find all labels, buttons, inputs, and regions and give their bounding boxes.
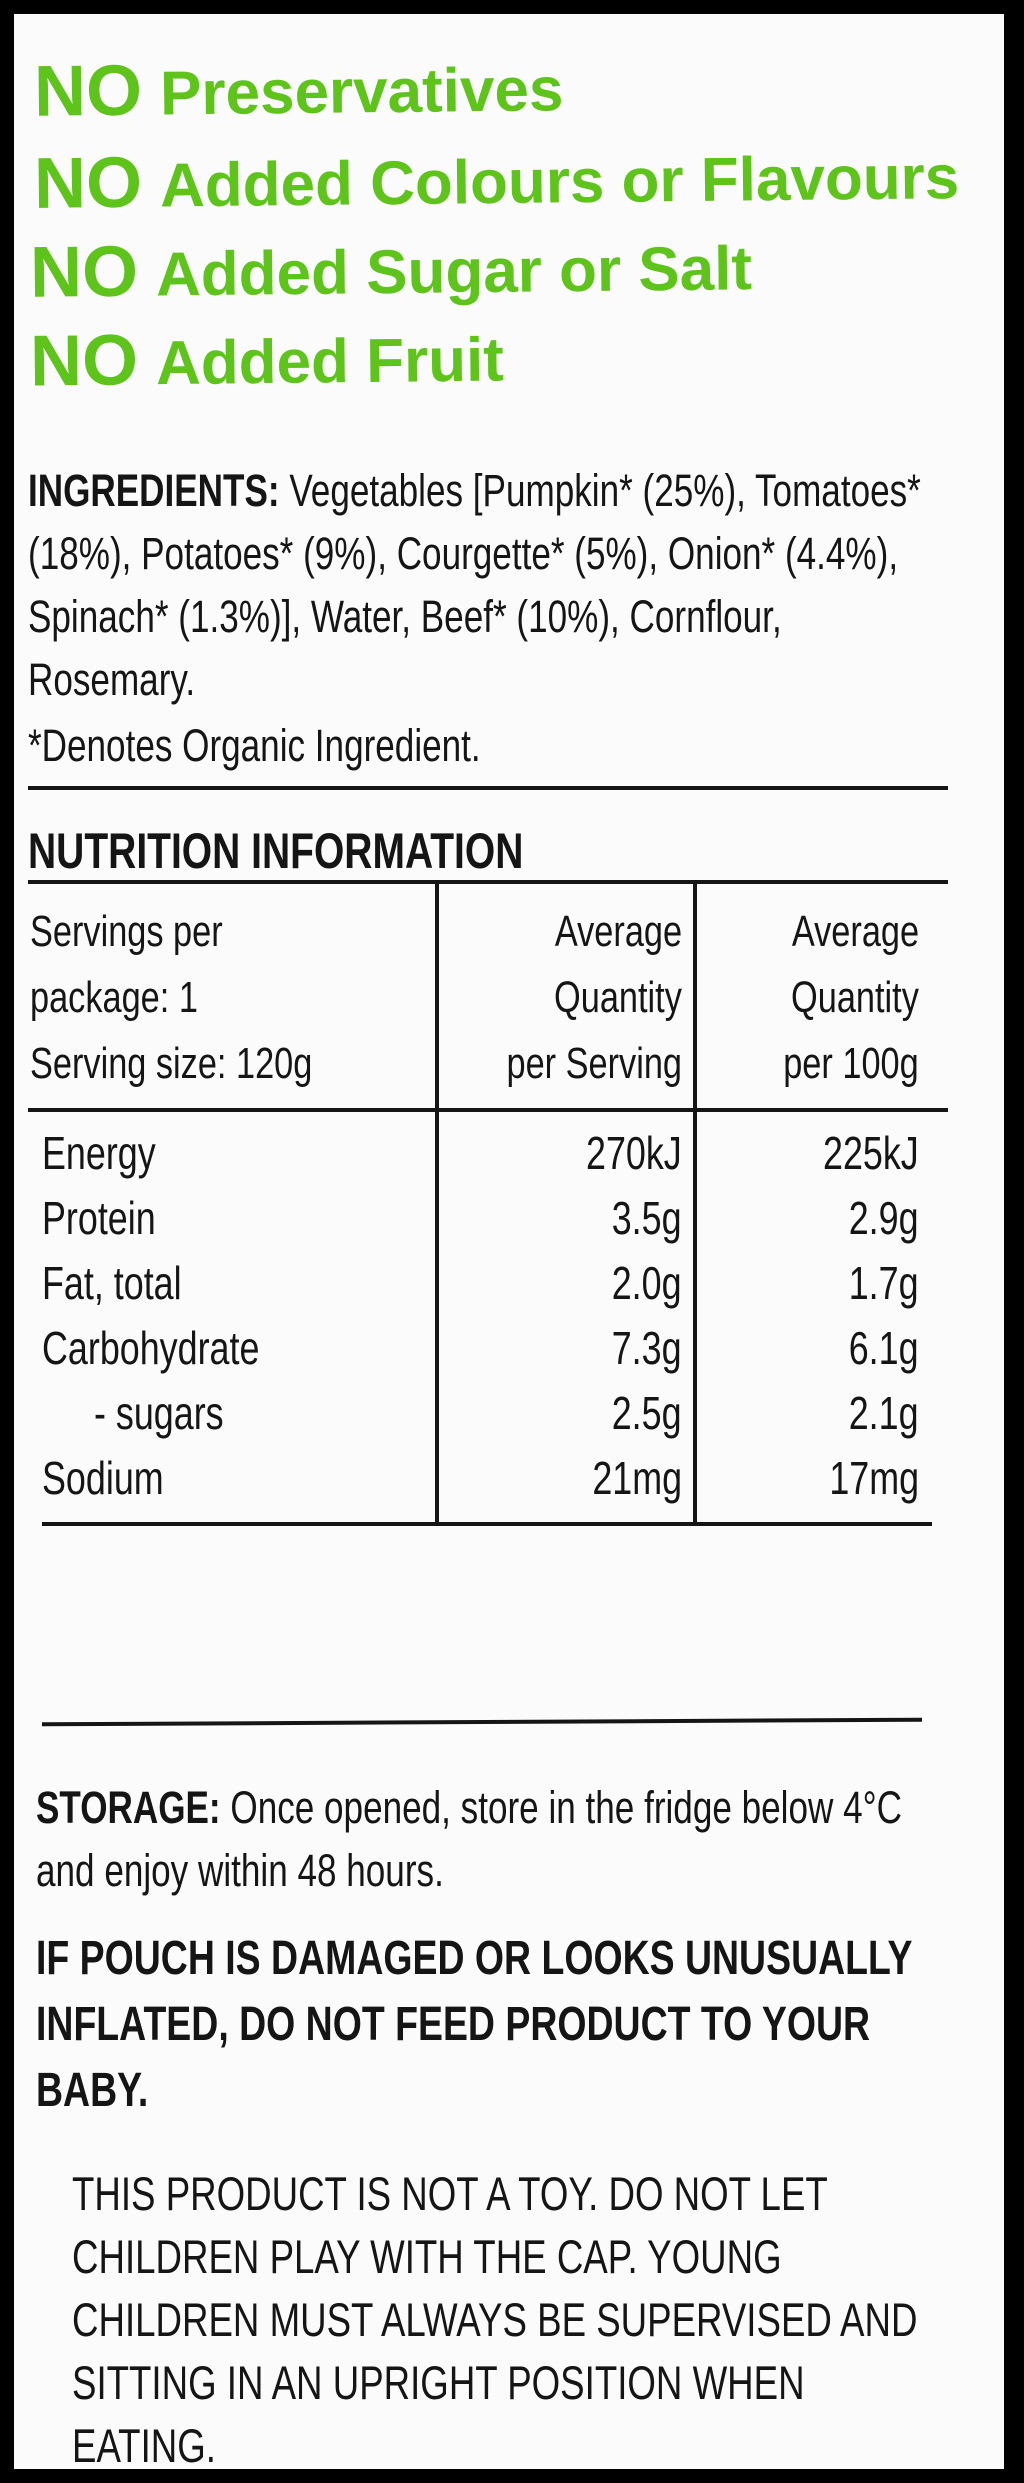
per-100g: 17mg: [829, 1452, 919, 1504]
per-100g: 225kJ: [823, 1127, 919, 1179]
per-100g: 1.7g: [849, 1257, 919, 1309]
ingredients: INGREDIENTS: Vegetables [Pumpkin* (25%),…: [28, 459, 948, 711]
nutrient-name: Carbohydrate: [42, 1322, 260, 1374]
per-100g: 2.9g: [849, 1192, 919, 1244]
nutrient-name: Sodium: [42, 1452, 164, 1504]
per-serving: 270kJ: [586, 1127, 682, 1179]
ingredients-label: INGREDIENTS:: [28, 465, 280, 516]
claim: NO Added Fruit: [30, 316, 505, 403]
claim: NO Added Colours or Flavours: [34, 133, 960, 225]
nutrient-name: Energy: [42, 1127, 156, 1179]
rule: [28, 880, 948, 884]
claim-text: Preservatives: [159, 55, 564, 129]
rule: [41, 1717, 923, 1727]
claim-no: NO: [29, 320, 139, 402]
rule: [28, 786, 948, 790]
claim-text: Added Colours or Flavours: [159, 143, 960, 221]
rule: [28, 1108, 948, 1112]
header-cell: Servings per: [30, 907, 223, 956]
per-100g: 2.1g: [849, 1387, 919, 1439]
claim: NO Preservatives: [34, 45, 564, 133]
header-cell: Average: [554, 907, 682, 956]
nutrient-name: - sugars: [94, 1387, 224, 1439]
per-serving: 21mg: [592, 1452, 682, 1504]
claim-no: NO: [33, 142, 143, 224]
claim-no: NO: [33, 50, 143, 132]
toy-warning: THIS PRODUCT IS NOT A TOY. DO NOT LET CH…: [72, 2167, 918, 2469]
nutrition-title: NUTRITION INFORMATION: [28, 823, 524, 879]
rule: [435, 882, 439, 1524]
per-100g: 6.1g: [849, 1322, 919, 1374]
claim: NO Added Sugar or Salt: [30, 224, 753, 314]
storage-text: Once opened, store in the fridge below 4…: [36, 1782, 902, 1896]
header-cell: Quantity: [554, 973, 682, 1022]
header-cell: package: 1: [30, 973, 198, 1022]
rule: [693, 882, 697, 1524]
rule: [42, 1522, 932, 1526]
header-cell: Quantity: [791, 973, 919, 1022]
claim-text: Added Fruit: [155, 325, 505, 399]
per-serving: 3.5g: [612, 1192, 682, 1244]
header-cell: Serving size: 120g: [30, 1039, 313, 1088]
ingredients-text: Vegetables [Pumpkin* (25%), Tomatoes* (1…: [28, 465, 921, 705]
ingredients-note: *Denotes Organic Ingredient.: [28, 720, 481, 771]
header-cell: Average: [791, 907, 919, 956]
header-cell: per Serving: [506, 1039, 682, 1088]
claim-no: NO: [29, 231, 139, 313]
damage-warning: IF POUCH IS DAMAGED OR LOOKS UNUSUALLY I…: [36, 1932, 912, 2117]
storage-label: STORAGE:: [36, 1782, 221, 1833]
claim-text: Added Sugar or Salt: [155, 234, 753, 310]
header-cell: per 100g: [783, 1039, 919, 1088]
nutrient-name: Fat, total: [42, 1257, 182, 1309]
per-serving: 2.5g: [612, 1387, 682, 1439]
storage: STORAGE: Once opened, store in the fridg…: [36, 1776, 956, 1902]
per-serving: 7.3g: [612, 1322, 682, 1374]
label: NO Preservatives NO Added Colours or Flavou…: [14, 14, 1004, 2469]
nutrient-name: Protein: [42, 1192, 156, 1244]
per-serving: 2.0g: [612, 1257, 682, 1309]
